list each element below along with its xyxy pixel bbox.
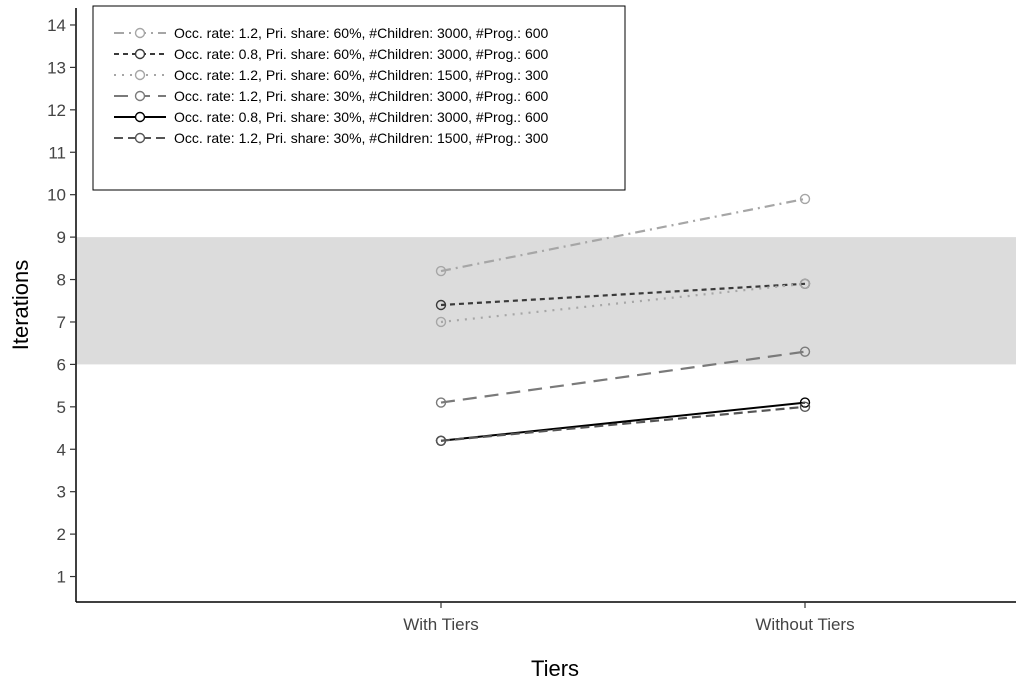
series-layer [435,193,811,446]
series-4 [435,346,811,408]
legend-label: Occ. rate: 1.2, Pri. share: 60%, #Childr… [174,67,549,83]
legend: Occ. rate: 1.2, Pri. share: 60%, #Childr… [92,5,626,191]
series-line [440,282,806,307]
data-point [435,435,447,446]
data-point [799,278,811,289]
legend-item: Occ. rate: 0.8, Pri. share: 30%, #Childr… [114,109,549,125]
legend-key-marker [134,27,146,39]
y-tick-label: 5 [57,398,66,417]
series-5 [435,397,811,446]
legend-label: Occ. rate: 1.2, Pri. share: 60%, #Childr… [174,25,549,41]
series-line [440,350,806,404]
data-point [799,401,811,413]
reference-band [76,237,1016,365]
y-tick-label: 3 [57,483,66,502]
legend-box [92,5,626,191]
y-tick-label: 2 [57,525,66,544]
y-tick-label: 4 [57,440,66,459]
data-point [799,193,811,205]
legend-key-marker [134,69,146,81]
series-6 [435,401,811,446]
data-point [435,397,447,408]
y-axis-title: Iterations [8,260,33,351]
data-point [435,299,447,311]
legend-item: Occ. rate: 0.8, Pri. share: 60%, #Childr… [114,46,549,62]
y-tick-label: 7 [57,313,66,332]
data-point [435,265,447,277]
legend-key-marker [134,48,146,60]
legend-label: Occ. rate: 1.2, Pri. share: 30%, #Childr… [174,130,549,146]
legend-item: Occ. rate: 1.2, Pri. share: 30%, #Childr… [114,88,549,104]
series-line [440,282,806,324]
y-tick-label: 10 [47,186,66,205]
series-line [440,405,806,442]
y-tick-label: 14 [47,16,66,35]
x-axis-ticks: With Tiers Without Tiers [403,602,855,634]
y-tick-label: 11 [48,143,66,162]
series-line [440,197,806,273]
legend-item: Occ. rate: 1.2, Pri. share: 60%, #Childr… [114,67,549,83]
y-tick-label: 9 [57,228,66,247]
legend-item: Occ. rate: 1.2, Pri. share: 30%, #Childr… [114,130,549,146]
legend-key-marker [134,90,146,102]
legend-key-marker [134,132,146,144]
y-tick-label: 8 [57,271,66,290]
legend-item: Occ. rate: 1.2, Pri. share: 60%, #Childr… [114,25,549,41]
x-tick-label: With Tiers [403,615,479,634]
legend-label: Occ. rate: 1.2, Pri. share: 30%, #Childr… [174,88,549,104]
series-3 [435,278,811,328]
series-line [440,401,806,442]
legend-label: Occ. rate: 0.8, Pri. share: 60%, #Childr… [174,46,549,62]
data-point [435,316,447,328]
y-tick-label: 13 [47,58,66,77]
data-point [799,346,811,357]
y-tick-label: 1 [57,568,66,587]
y-tick-label: 6 [57,355,66,374]
y-tick-label: 12 [47,101,66,120]
legend-key-marker [134,111,146,123]
x-tick-label: Without Tiers [755,615,854,634]
legend-label: Occ. rate: 0.8, Pri. share: 30%, #Childr… [174,109,549,125]
x-axis-title: Tiers [531,656,579,681]
series-1 [435,193,811,277]
